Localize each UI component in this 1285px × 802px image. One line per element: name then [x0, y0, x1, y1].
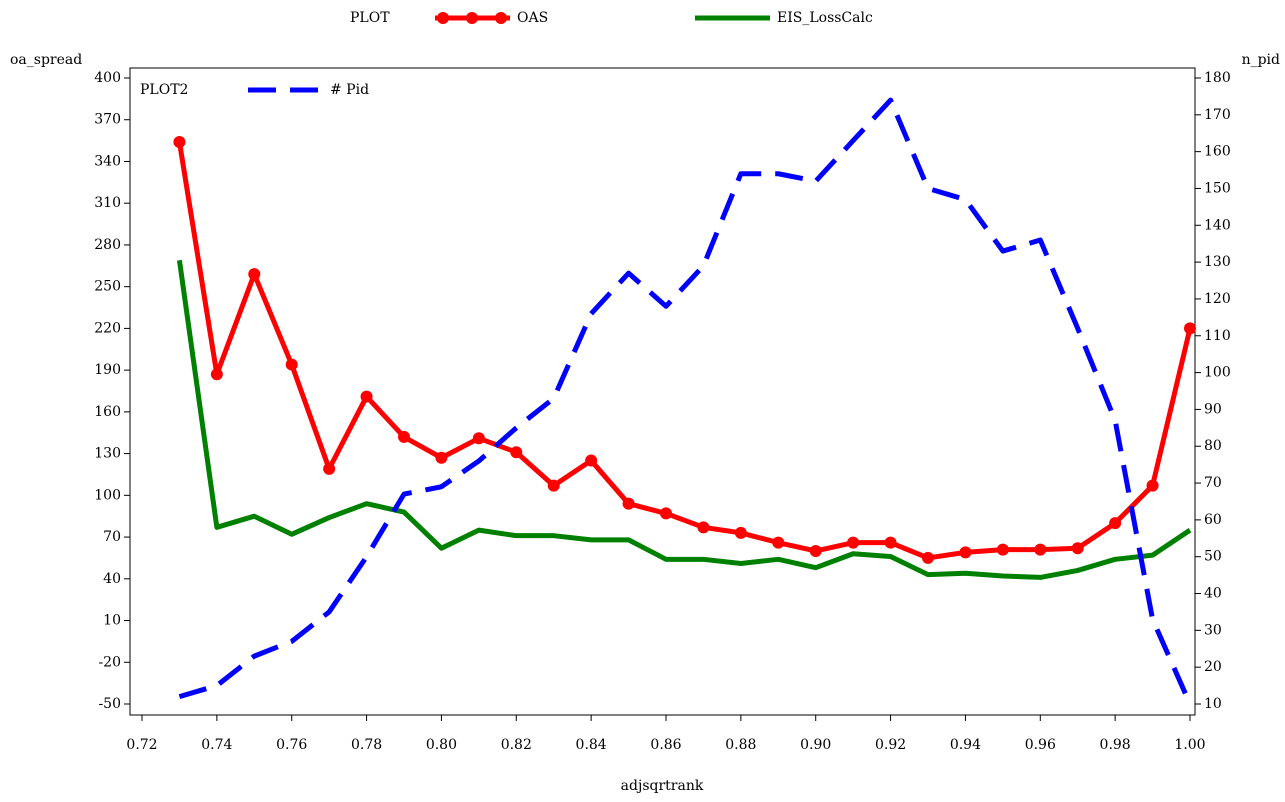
y2-tick-label: 140: [1204, 217, 1231, 233]
y2-axis-title: n_pid: [1242, 52, 1280, 68]
data-point: [922, 551, 934, 564]
y-tick-label: 70: [103, 529, 121, 545]
x-tick-label: 0.76: [276, 737, 307, 753]
y2-tick-label: 40: [1204, 586, 1222, 602]
y-tick-label: 10: [103, 613, 121, 629]
y2-tick-label: 110: [1204, 328, 1231, 344]
x-tick-label: 0.98: [1100, 737, 1131, 753]
data-point: [173, 135, 186, 148]
y-tick-label: 400: [94, 70, 121, 86]
x-tick-label: 0.92: [875, 737, 906, 753]
y2-tick-label: 130: [1204, 254, 1231, 270]
x-tick-label: 0.96: [1025, 737, 1056, 753]
y2-tick-label: 80: [1204, 438, 1222, 454]
data-point: [360, 390, 373, 403]
x-tick-label: 0.80: [426, 737, 457, 753]
data-point: [884, 536, 897, 549]
data-point: [435, 451, 448, 464]
x-axis-title: adjsqrtrank: [621, 778, 704, 794]
legend-marker: [466, 12, 478, 24]
y2-tick-label: 120: [1204, 291, 1231, 307]
x-tick-label: 1.00: [1174, 737, 1205, 753]
data-point: [248, 268, 261, 281]
data-point: [1146, 479, 1159, 492]
legend-label: OAS: [517, 10, 548, 26]
data-point: [585, 454, 598, 467]
data-point: [772, 536, 785, 549]
data-point: [285, 358, 298, 371]
data-point: [622, 497, 635, 510]
data-point: [547, 479, 560, 492]
data-point: [959, 546, 972, 559]
series-line: [176, 141, 1193, 561]
y2-tick-label: 50: [1204, 549, 1222, 565]
y-tick-label: 160: [94, 404, 121, 420]
plot-frame: [129, 67, 1196, 716]
x-tick-label: 0.78: [351, 737, 382, 753]
data-point: [847, 536, 860, 549]
y2-tick-label: 60: [1204, 512, 1222, 528]
x-tick-label: 0.84: [576, 737, 607, 753]
y2-tick-label: 100: [1204, 365, 1231, 381]
x-tick-label: 0.94: [950, 737, 981, 753]
y-axis-title: oa_spread: [10, 52, 82, 68]
y-tick-label: -50: [98, 696, 121, 712]
data-point: [809, 544, 822, 557]
y-tick-label: 280: [94, 237, 121, 253]
data-point: [323, 462, 336, 475]
legend-title: PLOT: [350, 10, 390, 26]
series-line: [176, 259, 1192, 580]
y-tick-label: 40: [103, 571, 121, 587]
y-tick-label: 130: [94, 446, 121, 462]
y2-tick-label: 30: [1204, 622, 1222, 638]
x-tick-label: 0.74: [201, 737, 232, 753]
y2-tick-label: 170: [1204, 107, 1231, 123]
y-tick-label: 190: [94, 362, 121, 378]
data-point: [660, 507, 672, 520]
data-point: [398, 430, 410, 443]
y2-tick-label: 160: [1204, 144, 1231, 160]
legend-marker: [437, 12, 449, 24]
y-tick-label: 310: [94, 195, 121, 211]
y2-tick-label: 150: [1204, 180, 1231, 196]
y2-tick-label: 10: [1204, 696, 1222, 712]
y2-tick-label: 180: [1204, 70, 1231, 86]
y-tick-label: -20: [98, 654, 121, 670]
y-tick-label: 100: [94, 487, 121, 503]
data-point: [734, 526, 747, 539]
legend-label: EIS_LossCalc: [777, 10, 873, 26]
legend2-title: PLOT2: [140, 82, 188, 98]
series-line: [178, 97, 1193, 706]
data-point: [1034, 543, 1047, 556]
data-point: [1109, 517, 1122, 530]
x-tick-label: 0.82: [501, 737, 532, 753]
y-tick-label: 250: [94, 279, 121, 295]
y-tick-label: 340: [94, 153, 121, 169]
data-point: [510, 446, 523, 459]
x-tick-label: 0.72: [126, 737, 157, 753]
x-tick-label: 0.88: [725, 737, 756, 753]
data-point: [697, 521, 710, 534]
data-point: [210, 368, 223, 381]
y-tick-label: 220: [94, 320, 121, 336]
data-point: [1071, 542, 1084, 555]
data-point: [472, 432, 485, 445]
data-point: [1184, 322, 1196, 335]
y-tick-label: 370: [94, 112, 121, 128]
x-tick-label: 0.90: [800, 737, 831, 753]
y2-tick-label: 20: [1204, 659, 1222, 675]
x-tick-label: 0.86: [650, 737, 681, 753]
legend-label: # Pid: [330, 82, 369, 98]
y2-tick-label: 90: [1204, 401, 1222, 417]
data-point: [996, 543, 1009, 556]
y2-tick-label: 70: [1204, 475, 1222, 491]
legend-marker: [495, 12, 507, 24]
